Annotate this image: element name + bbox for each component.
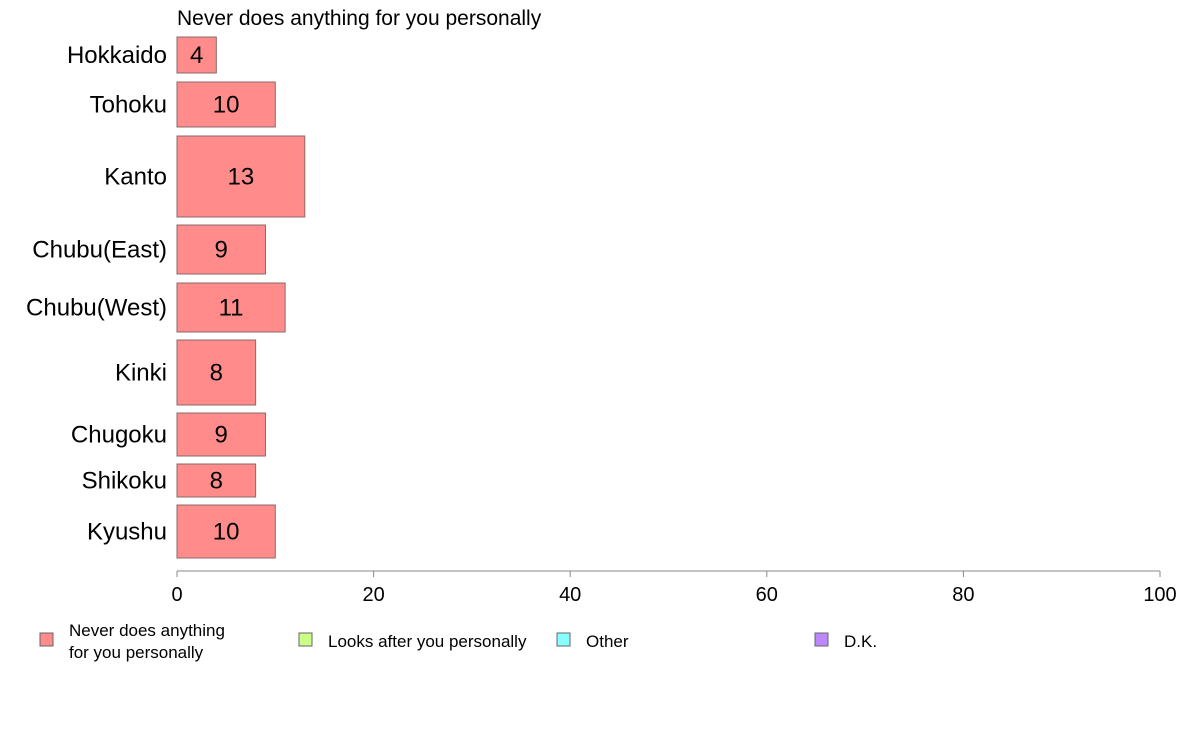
bar-chubu-west- <box>176 282 286 333</box>
legend: Never does anything for you personally Loo… <box>39 621 877 662</box>
value-label: 8 <box>210 360 223 387</box>
bar-kyushu <box>176 504 276 559</box>
legend-label: for you personally <box>69 643 204 662</box>
chart-title: Never does anything for you personally <box>177 7 542 30</box>
legend-label: Looks after you personally <box>328 632 527 651</box>
category-label: Shikoku <box>82 468 167 495</box>
category-label: Kanto <box>104 164 167 191</box>
category-label: Hokkaido <box>67 42 167 69</box>
x-tick-label: 100 <box>1143 584 1176 606</box>
legend-label: Never does anything <box>69 621 225 640</box>
bar-kanto <box>176 135 306 218</box>
bar-chugoku <box>176 412 266 457</box>
bars: Hokkaido 4 Tohoku 10 Kanto 13 Chubu(East) 9 Chub… <box>26 36 306 559</box>
bar-chubu-east- <box>176 224 266 275</box>
bar-hokkaido <box>176 36 217 74</box>
category-label: Chugoku <box>71 422 167 449</box>
value-label: 8 <box>210 468 223 495</box>
value-label: 9 <box>215 422 228 449</box>
legend-swatch <box>556 632 571 647</box>
category-label: Chubu(East) <box>32 237 167 264</box>
legend-label: Other <box>586 632 629 651</box>
x-tick-label: 40 <box>559 584 581 606</box>
category-label: Tohoku <box>90 92 167 119</box>
category-label: Kinki <box>115 360 167 387</box>
x-axis: 0 20 40 60 80 100 <box>171 570 1177 606</box>
x-tick-label: 0 <box>171 584 182 606</box>
x-tick-label: 80 <box>952 584 974 606</box>
x-tick-label: 20 <box>362 584 384 606</box>
value-label: 10 <box>213 92 240 119</box>
x-tick-label: 60 <box>756 584 778 606</box>
category-label: Kyushu <box>87 519 167 546</box>
value-label: 13 <box>228 164 255 191</box>
legend-label: D.K. <box>844 632 877 651</box>
value-label: 9 <box>215 237 228 264</box>
value-label: 11 <box>219 295 244 322</box>
value-label: 4 <box>190 42 203 69</box>
legend-swatch <box>814 632 829 647</box>
category-label: Chubu(West) <box>26 295 167 322</box>
legend-swatch <box>39 632 54 647</box>
value-label: 10 <box>213 519 240 546</box>
legend-swatch <box>298 632 313 647</box>
bar-kinki <box>176 339 257 406</box>
bar-shikoku <box>176 463 257 498</box>
bar-tohoku <box>176 81 276 128</box>
